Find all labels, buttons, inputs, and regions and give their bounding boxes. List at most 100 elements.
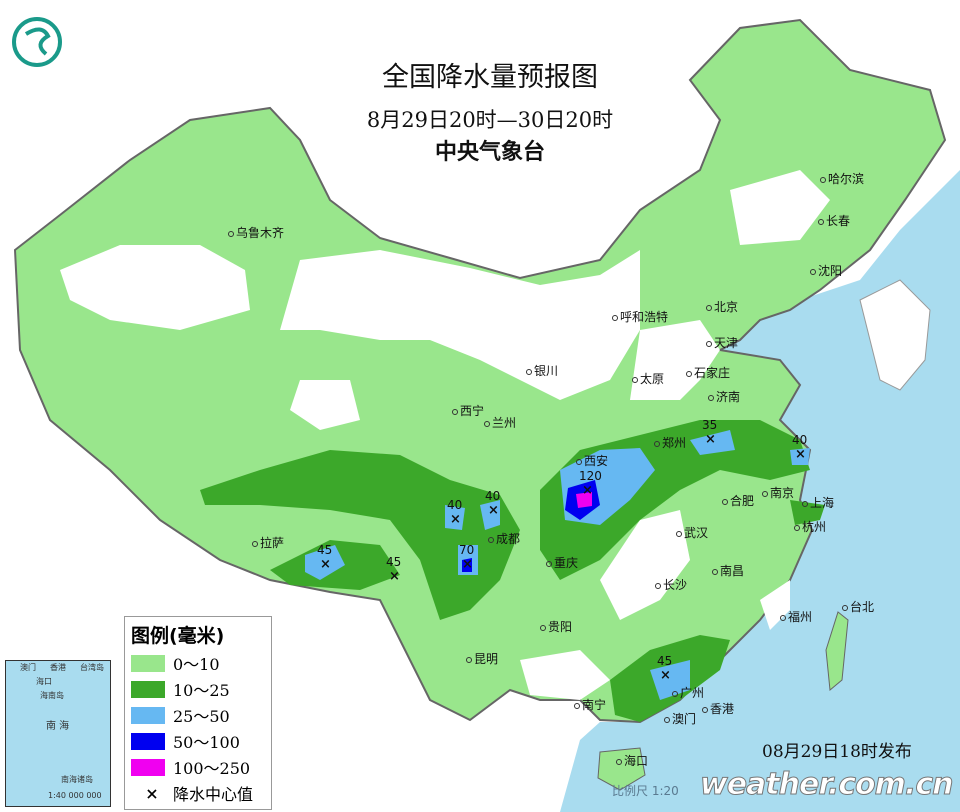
rain-100-250 bbox=[576, 492, 592, 508]
city-name: 上海 bbox=[810, 496, 835, 510]
city-name: 福州 bbox=[788, 610, 813, 624]
taiwan bbox=[825, 611, 849, 691]
city-name: 济南 bbox=[716, 390, 741, 404]
city-dot-icon bbox=[574, 702, 580, 709]
city-dot-icon bbox=[546, 560, 552, 567]
city-dot-icon bbox=[686, 370, 692, 377]
city-name: 贵阳 bbox=[548, 620, 573, 634]
rain-center-cross-icon: × bbox=[660, 668, 671, 683]
city-label: 海口 bbox=[616, 754, 648, 768]
city-dot-icon bbox=[616, 758, 622, 765]
south-china-sea-inset: 澳门 香港 台湾岛 海口 海南岛 南 海 南海诸岛 1:40 000 000 bbox=[5, 660, 111, 807]
city-label: 银川 bbox=[526, 364, 558, 378]
city-label: 昆明 bbox=[466, 652, 498, 666]
city-label: 长沙 bbox=[655, 578, 687, 592]
city-dot-icon bbox=[466, 656, 472, 663]
city-label: 沈阳 bbox=[810, 264, 842, 278]
rain-center-value: 35 bbox=[702, 418, 718, 432]
inset-label: 南 海 bbox=[46, 721, 70, 732]
city-dot-icon bbox=[708, 394, 714, 401]
rain-center-value: 40 bbox=[485, 489, 501, 503]
city-name: 昆明 bbox=[474, 652, 499, 666]
city-label: 福州 bbox=[780, 610, 812, 624]
city-label: 武汉 bbox=[676, 526, 708, 540]
legend-swatch bbox=[131, 680, 165, 698]
city-name: 西宁 bbox=[460, 404, 485, 418]
city-dot-icon bbox=[676, 530, 682, 537]
city-label: 郑州 bbox=[654, 436, 686, 450]
city-name: 西安 bbox=[584, 454, 609, 468]
city-name: 成都 bbox=[496, 532, 521, 546]
legend-item: 50～100 bbox=[131, 728, 271, 754]
rain-center-cross-icon: × bbox=[705, 432, 716, 447]
legend-swatch bbox=[131, 654, 165, 672]
city-dot-icon bbox=[526, 368, 532, 375]
legend-center-row: × 降水中心值 bbox=[131, 780, 271, 806]
city-label: 哈尔滨 bbox=[820, 172, 864, 186]
legend-label: 10～25 bbox=[173, 681, 230, 700]
city-label: 贵阳 bbox=[540, 620, 572, 634]
city-dot-icon bbox=[228, 230, 234, 237]
legend-label: 0～10 bbox=[173, 655, 220, 674]
rain-center-cross-icon: × bbox=[462, 557, 473, 572]
city-name: 兰州 bbox=[492, 416, 517, 430]
city-label: 合肥 bbox=[722, 494, 754, 508]
legend-title: 图例(毫米) bbox=[131, 625, 225, 647]
city-dot-icon bbox=[632, 376, 638, 383]
city-dot-icon bbox=[842, 604, 848, 611]
rain-center-value: 45 bbox=[317, 543, 333, 557]
city-label: 西安 bbox=[576, 454, 608, 468]
legend-swatch bbox=[131, 732, 165, 750]
cross-icon: × bbox=[145, 783, 159, 803]
legend-swatch bbox=[131, 758, 165, 776]
city-label: 南京 bbox=[762, 486, 794, 500]
city-dot-icon bbox=[712, 568, 718, 575]
city-label: 香港 bbox=[702, 702, 734, 716]
legend: 图例(毫米) 0～10 10～25 25～50 50～100 100～250 × 降水中心… bbox=[124, 616, 272, 810]
city-name: 呼和浩特 bbox=[620, 310, 669, 324]
city-label: 台北 bbox=[842, 600, 874, 614]
city-label: 北京 bbox=[706, 300, 738, 314]
city-name: 合肥 bbox=[730, 494, 755, 508]
city-name: 杭州 bbox=[802, 520, 827, 534]
city-label: 杭州 bbox=[794, 520, 826, 534]
no-rain-areas bbox=[60, 170, 830, 700]
city-label: 上海 bbox=[802, 496, 834, 510]
legend-label: 50～100 bbox=[173, 733, 240, 752]
legend-label: 降水中心值 bbox=[173, 785, 254, 804]
legend-item: 100～250 bbox=[131, 754, 271, 780]
city-label: 西宁 bbox=[452, 404, 484, 418]
issuer: 中央气象台 bbox=[434, 140, 545, 165]
legend-label: 100～250 bbox=[173, 759, 251, 778]
rain-center-cross-icon: × bbox=[795, 447, 806, 462]
city-name: 香港 bbox=[710, 702, 735, 716]
rain-center-cross-icon: × bbox=[488, 503, 499, 518]
city-label: 重庆 bbox=[546, 556, 578, 570]
city-label: 兰州 bbox=[484, 416, 516, 430]
city-dot-icon bbox=[488, 536, 494, 543]
city-dot-icon bbox=[484, 420, 490, 427]
city-name: 银川 bbox=[534, 364, 559, 378]
city-name: 天津 bbox=[714, 336, 739, 350]
inset-label: 台湾岛 bbox=[80, 663, 104, 672]
city-name: 南京 bbox=[770, 486, 795, 500]
city-name: 重庆 bbox=[554, 556, 579, 570]
city-label: 南昌 bbox=[712, 564, 744, 578]
city-dot-icon bbox=[540, 624, 546, 631]
city-label: 石家庄 bbox=[686, 366, 730, 380]
rain-center-value: 70 bbox=[459, 543, 475, 557]
city-dot-icon bbox=[252, 540, 258, 547]
city-name: 南昌 bbox=[720, 564, 745, 578]
city-name: 北京 bbox=[714, 300, 739, 314]
city-label: 成都 bbox=[488, 532, 520, 546]
inset-label: 澳门 bbox=[20, 663, 36, 672]
city-label: 拉萨 bbox=[252, 536, 284, 550]
legend-label: 25～50 bbox=[173, 707, 230, 726]
city-name: 太原 bbox=[640, 372, 665, 386]
city-dot-icon bbox=[810, 268, 816, 275]
city-dot-icon bbox=[802, 500, 808, 507]
forecast-period: 8月29日20时—30日20时 bbox=[366, 108, 614, 132]
city-label: 长春 bbox=[818, 214, 850, 228]
inset-label: 南海诸岛 bbox=[61, 775, 93, 784]
